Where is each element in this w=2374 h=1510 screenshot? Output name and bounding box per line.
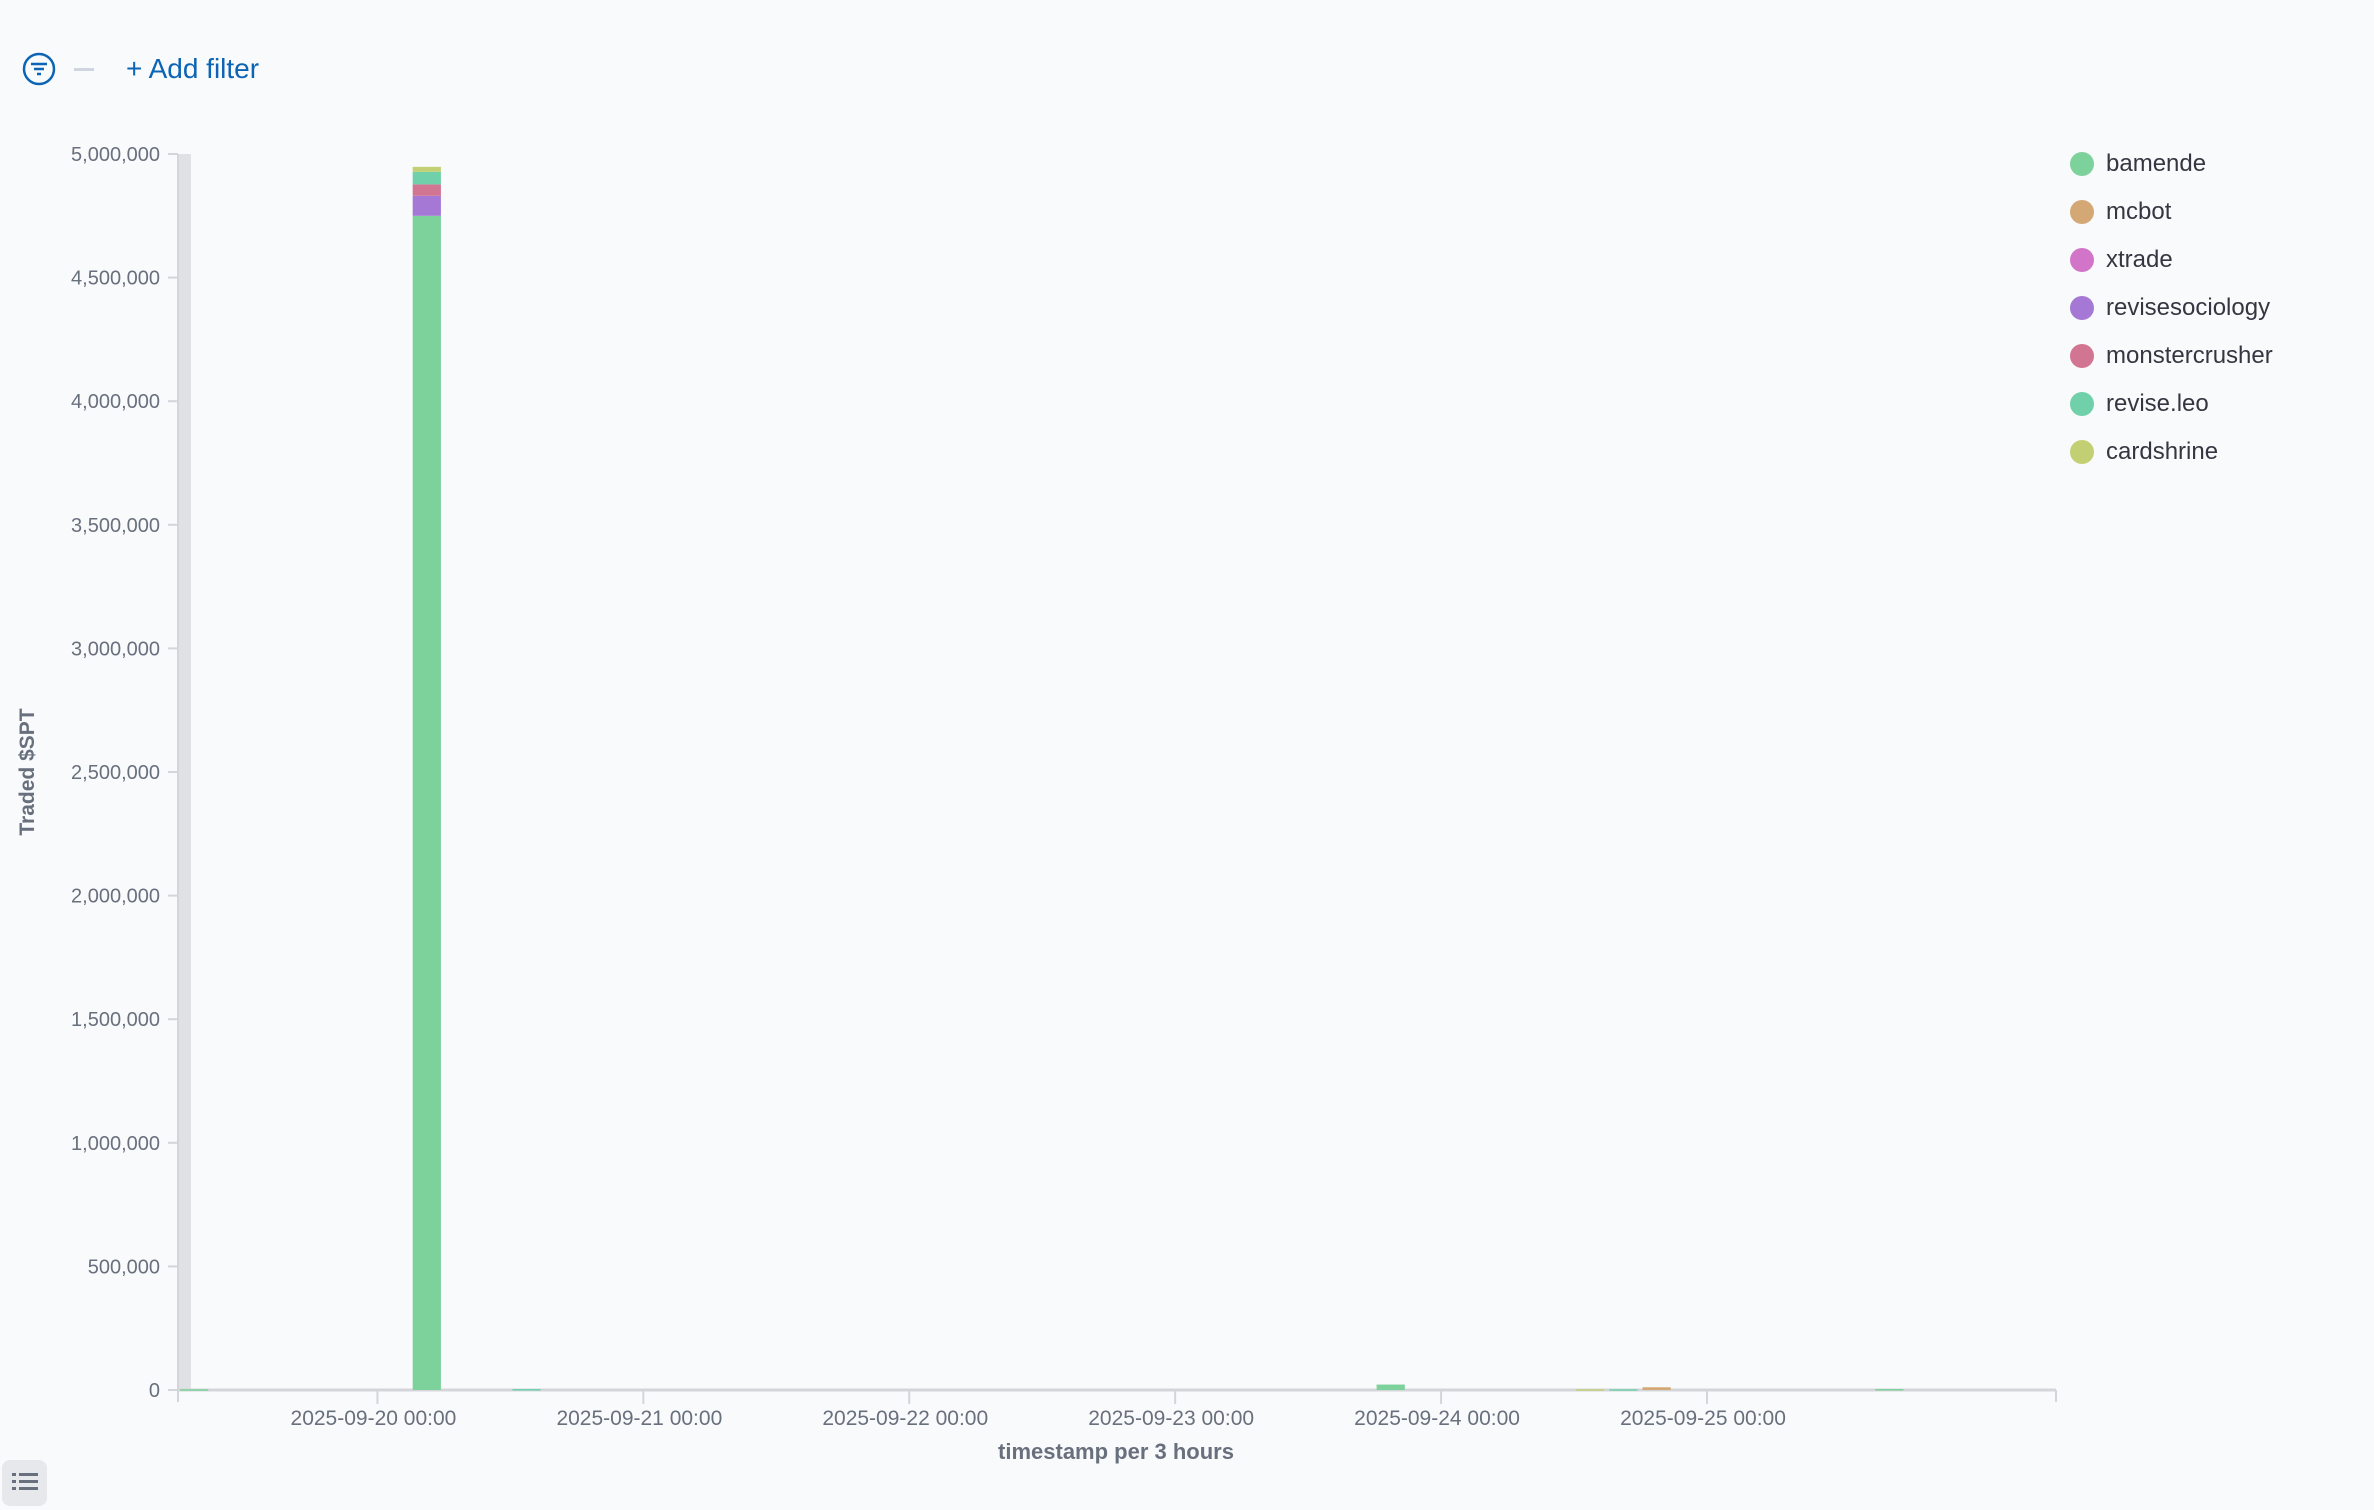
x-tick-label: 2025-09-20 00:00 [291,1407,457,1430]
add-filter-button[interactable]: + Add filter [126,53,260,84]
bar-segment-bamende [1376,1384,1405,1390]
legend-color-dot-icon [2070,344,2094,368]
filter-separator [74,67,94,71]
bars [180,166,1904,1391]
x-tick-label: 2025-09-22 00:00 [822,1407,988,1430]
legend-label: monstercrusher [2106,342,2273,369]
y-tick-label: 2,000,000 [71,886,160,908]
bar-segment-mcbot [1642,1387,1671,1390]
out-of-range-shade [178,154,191,1390]
legend-toggle-button[interactable] [2,1460,47,1506]
y-tick-label: 5,000,000 [71,144,160,166]
legend-item-revisesociology[interactable]: revisesociology [2070,284,2273,332]
legend-item-monstercrusher[interactable]: monstercrusher [2070,332,2273,380]
x-axis-title: timestamp per 3 hours [998,1439,1234,1464]
legend-item-bamende[interactable]: bamende [2070,140,2273,188]
x-tick-label: 2025-09-21 00:00 [556,1407,722,1430]
legend-label: xtrade [2106,246,2173,273]
legend-item-mcbot[interactable]: mcbot [2070,188,2273,236]
legend-color-dot-icon [2070,440,2094,464]
x-tick-label: 2025-09-24 00:00 [1354,1407,1520,1430]
legend-label: revise.leo [2106,390,2209,417]
legend-color-dot-icon [2070,248,2094,272]
y-tick-label: 3,500,000 [71,515,160,537]
y-tick-label: 3,000,000 [71,638,160,660]
y-tick-label: 500,000 [88,1256,160,1278]
legend-item-cardshrine[interactable]: cardshrine [2070,428,2273,476]
y-tick-label: 4,500,000 [71,268,160,290]
y-tick-label: 1,000,000 [71,1133,160,1155]
legend: bamende mcbot xtrade revisesociology monster… [2070,140,2273,476]
bar-segment-cardshrine [1576,1389,1605,1391]
bar-segment-revisesociology [412,195,441,216]
legend-color-dot-icon [2070,296,2094,320]
y-tick-label: 1,500,000 [71,1009,160,1031]
bar-segment-bamende [180,1389,209,1391]
legend-label: revisesociology [2106,294,2271,321]
bar-segment-revise-leo [412,171,441,185]
legend-color-dot-icon [2070,152,2094,176]
x-tick-label: 2025-09-25 00:00 [1620,1407,1786,1430]
y-tick-label: 0 [149,1380,160,1402]
bar-segment-cardshrine [412,166,441,172]
y-tick-label: 2,500,000 [71,762,160,784]
legend-color-dot-icon [2070,392,2094,416]
bar-segment-revise-leo [512,1389,541,1391]
legend-color-dot-icon [2070,200,2094,224]
y-axis-title: Traded $SPT [16,708,39,835]
legend-label: mcbot [2106,198,2172,225]
y-axis: 0 500,000 1,000,000 1,500,000 2,000,000 2,500… [71,144,191,1402]
filter-icon[interactable] [22,52,56,86]
bar-segment-bamende [1875,1389,1904,1391]
list-icon [11,1473,38,1490]
x-axis: 2025-09-20 00:00 2025-09-21 00:00 2025-09-… [177,1388,2057,1430]
bar-segment-monstercrusher [412,184,441,196]
legend-item-revise-leo[interactable]: revise.leo [2070,380,2273,428]
legend-label: bamende [2106,150,2207,177]
bar-segment-bamende [412,215,441,1390]
x-tick-label: 2025-09-23 00:00 [1088,1407,1254,1430]
filter-bar: + Add filter [22,52,259,86]
legend-item-xtrade[interactable]: xtrade [2070,236,2273,284]
legend-label: cardshrine [2106,438,2219,465]
y-tick-label: 4,000,000 [71,391,160,413]
bar-segment-revise-leo [1609,1389,1638,1391]
